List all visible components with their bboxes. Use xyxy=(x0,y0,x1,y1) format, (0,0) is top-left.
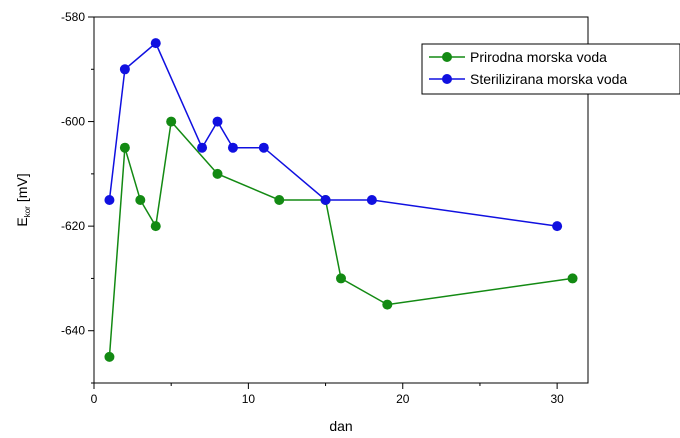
legend-item: Sterilizirana morska voda xyxy=(429,71,627,87)
y-tick-label: -580 xyxy=(61,10,85,24)
legend-items: Prirodna morska voda Sterilizirana morska… xyxy=(429,49,627,87)
data-point xyxy=(119,142,130,153)
y-tick-label: -600 xyxy=(61,115,85,129)
legend-marker xyxy=(442,74,452,84)
data-point xyxy=(150,38,161,49)
plot-frame xyxy=(93,16,589,384)
y-tick-label: -620 xyxy=(61,219,85,233)
data-point xyxy=(119,64,130,75)
data-point xyxy=(166,116,177,127)
data-point xyxy=(382,299,393,310)
x-tick-label: 0 xyxy=(91,392,98,406)
data-point xyxy=(227,142,238,153)
y-tick-label: -640 xyxy=(61,324,85,338)
data-point xyxy=(104,195,115,205)
series-2 xyxy=(104,38,563,232)
series-layer xyxy=(104,38,578,362)
data-point xyxy=(212,116,223,127)
x-axis-label: dan xyxy=(329,418,352,434)
data-point xyxy=(552,221,563,232)
y-axis-label-subscript: kor xyxy=(23,206,32,217)
legend-box xyxy=(421,43,680,95)
x-tick-label: 10 xyxy=(242,392,256,406)
x-tick-label: 30 xyxy=(550,392,564,406)
series-line xyxy=(108,41,558,227)
data-point xyxy=(197,142,208,153)
data-point xyxy=(104,351,115,362)
legend-label: Prirodna morska voda xyxy=(470,49,607,65)
legend-marker xyxy=(442,52,452,62)
y-axis-label-unit: [mV] xyxy=(14,173,30,202)
legend-label: Sterilizirana morska voda xyxy=(470,71,627,87)
legend-item: Prirodna morska voda xyxy=(429,49,607,65)
data-point xyxy=(212,168,223,179)
y-axis-label-main: E xyxy=(14,217,30,226)
data-point xyxy=(320,195,331,205)
series-line xyxy=(108,119,573,357)
data-point xyxy=(150,221,161,232)
data-point xyxy=(336,273,346,284)
data-point xyxy=(567,273,578,284)
legend: Prirodna morska voda Sterilizirana morska… xyxy=(421,43,680,95)
series-1 xyxy=(104,116,578,362)
x-tick-label: 20 xyxy=(396,392,410,406)
data-point xyxy=(366,195,377,205)
data-point xyxy=(258,142,269,153)
y-axis-ticks: -640 -620 -600 -580 xyxy=(61,10,94,384)
data-point xyxy=(135,195,146,205)
data-point xyxy=(274,195,285,205)
x-axis-ticks: 0 10 20 30 xyxy=(91,383,564,406)
y-axis-label: Ekor [mV] xyxy=(14,173,32,226)
